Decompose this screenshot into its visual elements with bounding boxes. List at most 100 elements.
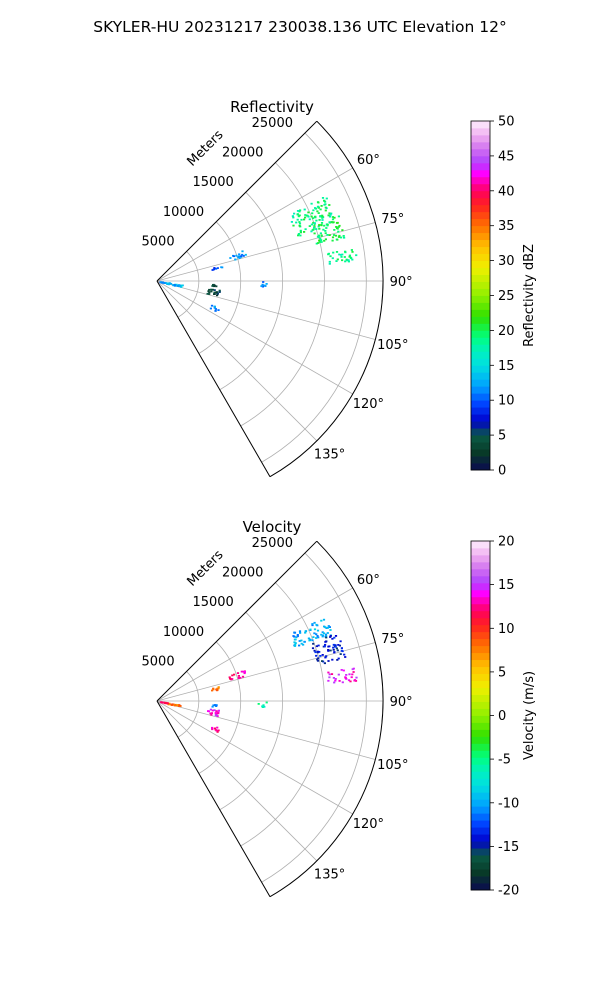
echo-gate	[348, 254, 351, 257]
radial-tick-label: 15000	[192, 175, 233, 190]
echo-gate	[328, 215, 332, 218]
colorbar-tick-label: 10	[498, 394, 515, 409]
colorbar-tick-label: 5	[498, 429, 506, 444]
colorbar-segment	[471, 645, 490, 654]
colorbar-segment	[471, 883, 490, 891]
echo-gate	[241, 675, 245, 678]
echo-gate	[298, 630, 302, 633]
echo-gate	[326, 223, 329, 226]
echo-gate	[303, 218, 306, 221]
echo-gate	[315, 242, 318, 245]
echo-gate	[296, 213, 299, 215]
echo-gate	[316, 658, 319, 661]
echo-gate	[332, 646, 335, 649]
echo-gate	[211, 285, 214, 287]
angle-tick-label: 90°	[390, 695, 413, 710]
echo-gate	[320, 633, 323, 636]
echo-gate	[211, 288, 214, 291]
colorbar-segment	[471, 757, 490, 765]
colorbar-tick-label: 20	[498, 324, 515, 339]
echo-gate	[334, 679, 337, 682]
echo-gate	[298, 221, 301, 223]
colorbar-segment	[471, 820, 490, 828]
echo-gate	[334, 645, 337, 648]
echo-gate	[343, 236, 346, 239]
echo-gate	[317, 636, 320, 639]
colorbar-segment	[471, 302, 490, 310]
echo-gate	[312, 217, 315, 220]
echo-gate	[337, 230, 340, 233]
echo-gate	[324, 655, 328, 658]
echo-gate	[304, 228, 307, 231]
echo-gate	[327, 214, 330, 217]
colorbar-segment	[471, 541, 490, 549]
echo-gate	[338, 680, 341, 682]
echo-gate	[161, 281, 164, 284]
echo-gate	[332, 648, 335, 651]
echo-gate	[215, 710, 218, 712]
echo-gate	[340, 647, 343, 649]
echo-gate	[333, 216, 336, 219]
angle-tick-label: 60°	[357, 573, 380, 588]
colorbar-segment	[471, 666, 490, 675]
echo-gate	[324, 641, 327, 643]
colorbar-tick-label: 0	[498, 464, 506, 479]
echo-gate	[323, 645, 326, 648]
echo-gate	[298, 644, 301, 647]
echo-gate	[345, 674, 348, 676]
echo-gate	[312, 642, 315, 645]
echo-gate	[316, 624, 319, 627]
echo-gate	[207, 290, 210, 293]
echo-gate	[241, 250, 244, 253]
echo-gate	[212, 704, 215, 707]
radial-tick-label: 20000	[222, 566, 263, 581]
colorbar-segment	[471, 456, 490, 464]
echo-gate	[216, 292, 219, 295]
echo-gate	[319, 232, 322, 235]
echo-gate	[313, 621, 316, 624]
echo-gate	[316, 205, 320, 208]
echo-gate	[178, 285, 181, 287]
echo-gate	[321, 219, 324, 221]
echo-gate	[300, 642, 303, 645]
echo-gate	[216, 294, 219, 297]
colorbar-segment	[471, 561, 490, 570]
angle-tick-label: 75°	[381, 212, 404, 227]
echo-gate	[263, 705, 266, 708]
echo-gate	[334, 234, 338, 237]
colorbar-segment	[471, 379, 490, 387]
colorbar-segment	[471, 330, 490, 338]
echo-gate	[337, 226, 340, 228]
echo-cluster	[211, 266, 224, 271]
echo-gate	[313, 632, 316, 635]
radial-grid-arc	[261, 132, 367, 463]
echo-gate	[342, 669, 345, 672]
echo-gate	[317, 206, 320, 209]
echo-gate	[229, 677, 232, 680]
echo-gate	[343, 256, 346, 258]
echo-gate	[231, 674, 234, 677]
echo-gate	[323, 203, 326, 206]
echo-gate	[352, 671, 355, 673]
echo-gate	[319, 237, 322, 240]
echo-gate	[317, 234, 320, 237]
echo-gate	[322, 632, 326, 635]
echo-gate	[166, 702, 169, 705]
radial-axis-label: Meters	[185, 127, 227, 169]
echo-gate	[351, 258, 354, 261]
colorbar-segment	[471, 316, 490, 324]
echo-gate	[331, 239, 334, 242]
panel-title: Velocity	[243, 518, 302, 536]
echo-gate	[178, 704, 181, 707]
echo-gate	[326, 234, 329, 236]
echo-gate	[332, 251, 335, 254]
echo-gate	[303, 231, 306, 233]
angle-tick-label: 60°	[357, 153, 380, 168]
echo-gate	[216, 267, 219, 269]
echo-gate	[315, 219, 318, 222]
echo-gate	[293, 641, 296, 644]
colorbar-segment	[471, 806, 490, 814]
echo-gate	[228, 676, 231, 679]
echo-gate	[213, 306, 216, 309]
echo-gate	[212, 284, 215, 286]
